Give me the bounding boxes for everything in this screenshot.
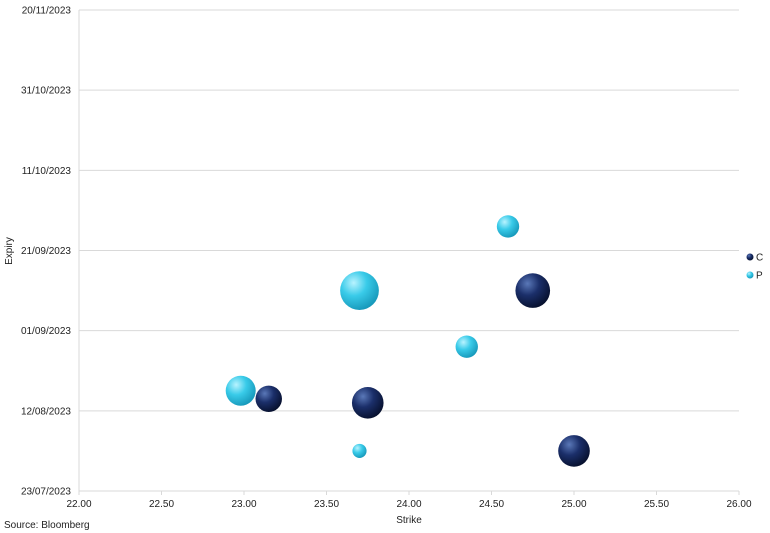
axes [78,10,740,495]
bubble-c-1 [351,387,384,419]
x-axis-ticks: 22.00 22.50 23.00 23.50 24.00 24.50 25.00 25.50… [66,499,751,510]
x-tick-label-3: 23.50 [314,499,339,510]
y-tick-label-5: 12/08/2023 [21,406,71,417]
y-axis-ticks: 20/11/2023 31/10/2023 11/10/2023 21/09/2023… [21,6,71,498]
y-tick-label-0: 20/11/2023 [22,6,72,17]
x-tick-label-1: 22.50 [149,499,174,510]
bubbles [225,215,590,467]
legend-label-p: P [756,271,763,282]
bubble-c-0 [255,385,282,413]
legend-marker-p [746,271,754,279]
x-tick-label-8: 26.00 [726,499,751,510]
legend-marker-c [746,253,754,261]
bubble-p-1 [340,271,379,310]
x-tick-label-5: 24.50 [479,499,504,510]
bubble-c-2 [515,273,551,308]
y-tick-label-3: 21/09/2023 [21,246,71,257]
y-tick-label-1: 31/10/2023 [21,86,71,97]
source-note: Source: Bloomberg [4,520,90,531]
x-tick-label-0: 22.00 [66,499,91,510]
x-tick-label-2: 23.00 [231,499,256,510]
bubble-p-0 [225,375,256,406]
x-tick-label-4: 24.00 [396,499,421,510]
x-tick-label-6: 25.00 [561,499,586,510]
legend-label-c: C [756,253,763,264]
x-axis-title: Strike [396,515,422,526]
y-tick-label-2: 11/10/2023 [22,166,72,177]
legend: CP [746,253,763,282]
x-tick-label-7: 25.50 [644,499,669,510]
bubble-p-3 [496,215,520,238]
bubble-p-4 [352,443,367,458]
y-tick-label-6: 23/07/2023 [21,487,71,498]
gridlines [79,9,739,492]
y-axis-title: Expiry [4,237,15,265]
y-tick-label-4: 01/09/2023 [21,326,71,337]
bubble-p-2 [455,335,478,358]
bubble-c-3 [558,435,590,467]
